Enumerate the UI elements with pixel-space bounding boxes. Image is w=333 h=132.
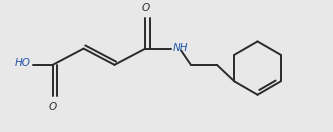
Text: NH: NH [173,43,188,53]
Text: O: O [49,102,57,112]
Text: O: O [141,3,150,13]
Text: HO: HO [15,58,31,68]
